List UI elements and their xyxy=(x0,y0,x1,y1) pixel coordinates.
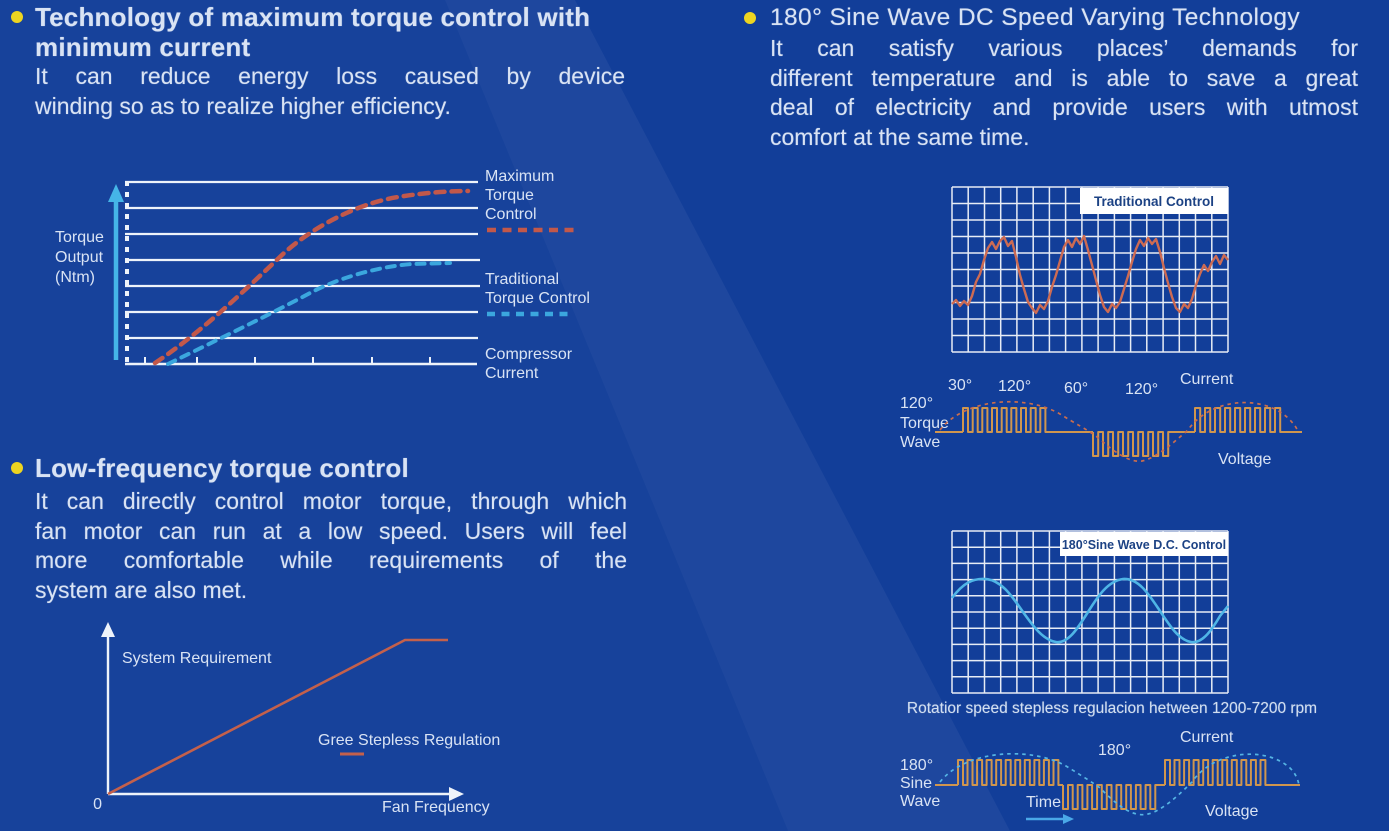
time-arrowhead-icon xyxy=(1063,814,1074,824)
title-line: Technology of maximum torque control wit… xyxy=(35,2,591,32)
body-line: fan motor can run at a low speed. Users … xyxy=(35,517,627,544)
sine-wave-label: 180° xyxy=(900,757,933,774)
max-torque-curve xyxy=(152,188,471,366)
body-line: It can directly control motor torque, th… xyxy=(35,488,627,514)
rotation-speed-caption: Rotatior speed stepless regulacion hetwe… xyxy=(906,700,1318,717)
title-line: minimum current xyxy=(35,32,251,62)
time-label: Time xyxy=(1026,794,1061,811)
body-line: winding so as to realize higher efficien… xyxy=(35,92,451,119)
voltage-label: Voltage xyxy=(1205,803,1258,820)
body-line: different temperature and is able to sav… xyxy=(770,64,1358,91)
legend-max-torque: Torque xyxy=(485,187,534,204)
gridlines xyxy=(125,180,480,340)
body-line: system are also met. xyxy=(35,576,248,603)
body-line: more comfortable while requirements of t… xyxy=(35,547,627,573)
section-title-max-torque: Technology of maximum torque control wit… xyxy=(35,2,645,62)
y-axis-label: Output xyxy=(55,249,104,266)
angle-label: 120° xyxy=(998,378,1031,395)
current-label: Current xyxy=(1180,729,1234,746)
bullet-icon xyxy=(11,11,23,23)
origin-label: 0 xyxy=(93,796,102,813)
y-axis-label: Torque xyxy=(55,229,104,246)
body-line: It can reduce energy loss caused by devi… xyxy=(35,63,625,89)
pulse-burst xyxy=(1062,784,1160,810)
sine-wave-control-chart: 180°Sine Wave D.C. Control xyxy=(950,530,1230,694)
section-body-low-frequency: It can directly control motor torque, th… xyxy=(35,487,627,605)
torque-wave-label: Torque xyxy=(900,415,949,432)
pulse-burst xyxy=(1092,431,1173,457)
stepless-regulation-line xyxy=(107,638,448,796)
section-body-max-torque: It can reduce energy loss caused by devi… xyxy=(35,62,625,121)
stepless-regulation-chart: 0 System Requirement Gree Stepless Regul… xyxy=(93,622,500,816)
sine-wave-label: Wave xyxy=(900,793,940,810)
x-axis-ticks xyxy=(144,357,431,364)
current-envelope xyxy=(939,400,1299,462)
body-line: comfort at the same time. xyxy=(770,123,1030,150)
pulse-burst xyxy=(962,407,1050,433)
voltage-label: Voltage xyxy=(1218,451,1271,468)
chart-label: 180°Sine Wave D.C. Control xyxy=(1062,538,1226,552)
section-title-low-frequency: Low-frequency torque control xyxy=(35,453,409,483)
x-axis-arrowhead-icon xyxy=(449,787,464,801)
y-axis-arrowhead-icon xyxy=(101,622,115,637)
section-title-sine-wave: 180° Sine Wave DC Speed Varying Technolo… xyxy=(770,4,1301,31)
body-line: It can satisfy various places’ demands f… xyxy=(770,35,1358,61)
chart-label: Traditional Control xyxy=(1094,194,1214,209)
traditional-control-chart: Traditional Control xyxy=(951,186,1229,353)
x-axis-label: Compressor xyxy=(485,346,573,363)
pulse-burst xyxy=(1194,407,1285,433)
fluctuating-speed-wave xyxy=(951,234,1229,315)
angle-label: 180° xyxy=(1098,742,1131,759)
legend-traditional: Torque Control xyxy=(485,290,590,307)
pulse-burst xyxy=(1164,759,1270,786)
sine-wave-label: Sine xyxy=(900,775,932,792)
sine-wave xyxy=(950,577,1230,644)
chart-label-box xyxy=(1080,188,1228,214)
chart-label-box xyxy=(1060,532,1228,556)
bullet-icon xyxy=(744,12,756,24)
legend-traditional: Traditional xyxy=(485,271,559,288)
body-line: deal of electricity and provide users wi… xyxy=(770,94,1358,120)
legend-max-torque: Maximum xyxy=(485,168,554,185)
angle-label: 60° xyxy=(1064,380,1088,397)
x-axis-label: Current xyxy=(485,365,539,382)
fan-frequency-label: Fan Frequency xyxy=(382,799,490,816)
sine-wave-diagram: Current 180° 180° Sine Wave Time Voltage xyxy=(900,729,1300,824)
legend-max-torque: Control xyxy=(485,206,537,223)
stepless-legend-label: Gree Stepless Regulation xyxy=(318,732,500,749)
y-axis-label: (Ntm) xyxy=(55,269,95,286)
torque-wave-diagram: 30° 120° 60° 120° Current 120° Torque Wa… xyxy=(900,371,1302,468)
current-label: Current xyxy=(1180,371,1234,388)
angle-label: 30° xyxy=(948,377,972,394)
bullet-icon xyxy=(11,462,23,474)
y-axis-arrowhead-icon xyxy=(108,184,124,202)
angle-label: 120° xyxy=(1125,381,1158,398)
torque-wave-label: Wave xyxy=(900,434,940,451)
traditional-torque-curve xyxy=(166,261,452,366)
pulse-burst xyxy=(957,759,1063,786)
system-requirement-label: System Requirement xyxy=(122,650,272,667)
section-body-sine-wave: It can satisfy various places’ demands f… xyxy=(770,34,1358,152)
torque-output-chart: Torque Output (Ntm) Maximum Torque Contr… xyxy=(55,168,590,382)
current-envelope xyxy=(939,752,1300,816)
torque-wave-label: 120° xyxy=(900,395,933,412)
